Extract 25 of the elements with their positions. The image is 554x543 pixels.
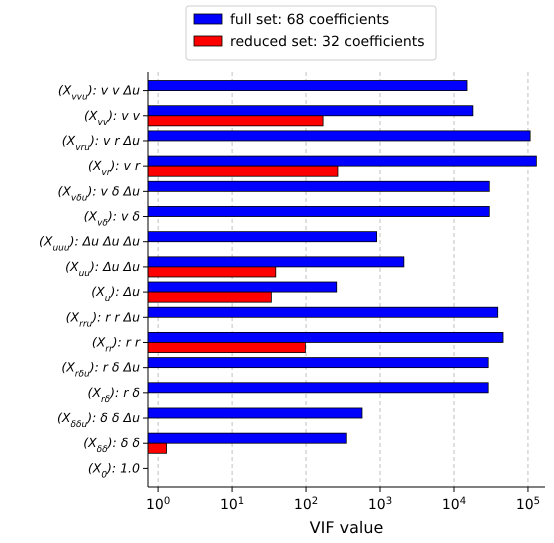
y-tick-label: (X$_{0}$): 1.0: [88, 460, 140, 480]
legend-label: full set: 68 coefficients: [230, 12, 390, 28]
x-axis-title: VIF value: [310, 518, 384, 537]
y-tick-label: (X$_{δδu}$): δ δ Δu: [57, 410, 140, 430]
y-tick-label: (X$_{rru}$): r r Δu: [66, 309, 140, 330]
x-tick-label: 10$^{1}$: [220, 496, 244, 513]
y-tick-label: (X$_{rδ}$): r δ: [88, 384, 140, 405]
x-tick-label: 10$^{4}$: [442, 496, 466, 513]
y-tick-label: (X$_{rr}$): r r: [92, 334, 141, 354]
y-tick-label: (X$_{vδ}$): v δ: [84, 208, 140, 229]
y-tick-label: (X$_{vr}$): v r: [88, 158, 141, 178]
y-tick-label: (X$_{vvu}$): v v Δu: [58, 82, 140, 103]
y-tick-label: (X$_{uuu}$): Δu Δu Δu: [38, 234, 140, 254]
x-tick-label: 10$^{3}$: [368, 496, 392, 513]
x-tick-label: 10$^{2}$: [294, 496, 318, 513]
y-tick-label: (X$_{uu}$): Δu Δu: [65, 258, 140, 279]
x-tick-label: 10$^{5}$: [516, 496, 540, 513]
y-tick-label: (X$_{δδ}$): δ δ: [83, 435, 140, 456]
y-tick-label: (X$_{vru}$): v r Δu: [62, 132, 140, 153]
y-tick-label: (X$_{vv}$): v v: [84, 108, 141, 128]
legend-label: reduced set: 32 coefficients: [230, 34, 425, 50]
y-tick-label: (X$_{rδu}$): r δ Δu: [61, 360, 140, 380]
y-tick-label: (X$_{u}$): Δu: [91, 284, 140, 304]
y-tick-label: (X$_{vδu}$): v δ Δu: [57, 183, 140, 204]
x-tick-label: 10$^{0}$: [146, 496, 170, 513]
